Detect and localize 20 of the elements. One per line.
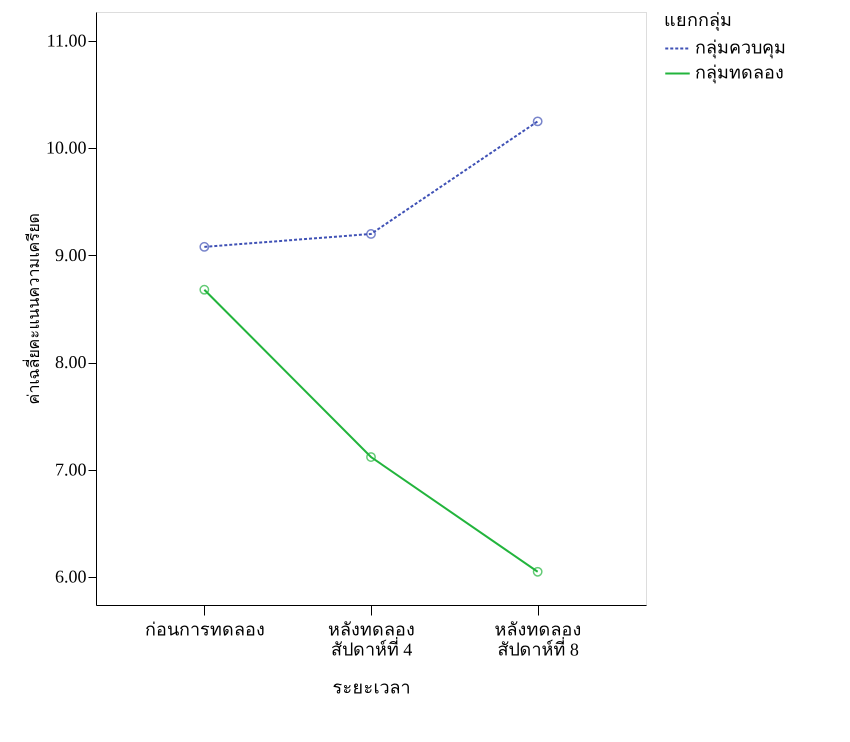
legend-title: แยกกลุ่ม bbox=[664, 10, 732, 31]
y-tick-label: 10.00 bbox=[46, 138, 86, 158]
x-tick-label: หลังทดลอง สัปดาห์ที่ 4 bbox=[328, 620, 415, 660]
x-tick-label: ก่อนการทดลอง bbox=[144, 620, 265, 640]
y-tick-label: 6.00 bbox=[55, 566, 86, 587]
x-tick-label: หลังทดลอง สัปดาห์ที่ 8 bbox=[494, 620, 582, 660]
point bbox=[532, 116, 543, 126]
x-axis-title: ระยะเวลา bbox=[332, 678, 410, 698]
y-tick-label: 7.00 bbox=[55, 459, 86, 480]
point bbox=[366, 229, 376, 239]
y-tick-label: 9.00 bbox=[55, 244, 86, 265]
y-tick-label: 11.00 bbox=[46, 30, 86, 50]
point bbox=[199, 242, 210, 252]
y-tick-label: 8.00 bbox=[55, 352, 86, 372]
point bbox=[366, 452, 376, 462]
point bbox=[532, 566, 543, 577]
y-axis-title: ค่าเฉลี่ยคะแนนความเครียด bbox=[22, 214, 43, 404]
point bbox=[199, 284, 210, 295]
legend-label: กลุ่มควบคุม bbox=[695, 38, 786, 58]
legend-label: กลุ่มทดลอง bbox=[695, 62, 784, 84]
